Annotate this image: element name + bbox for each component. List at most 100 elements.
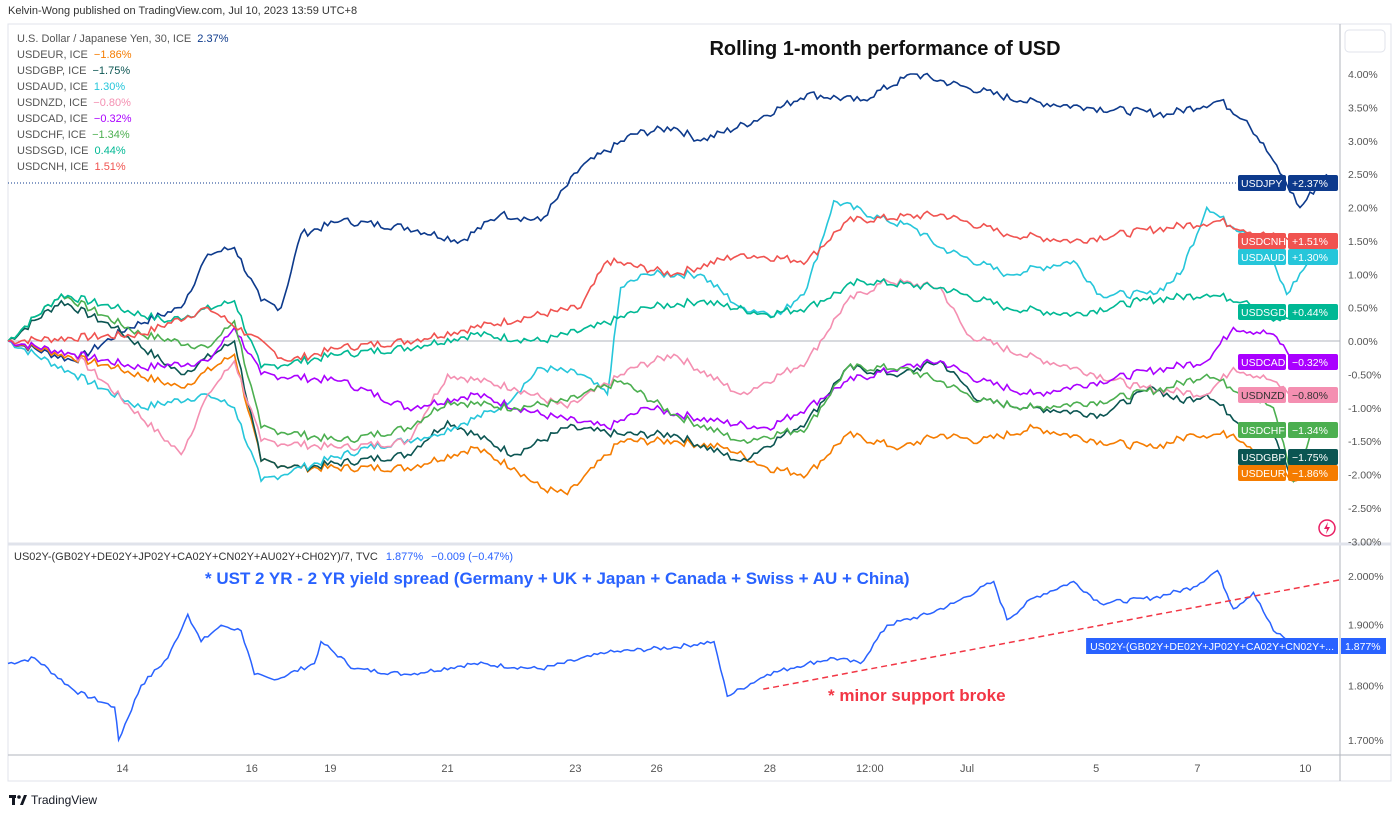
spread-tag-label: US02Y-(GB02Y+DE02Y+JP02Y+CA02Y+CN02Y+... xyxy=(1090,641,1334,653)
series-tag-value-bg xyxy=(1288,449,1338,465)
x-tick-label: 23 xyxy=(569,763,581,775)
legend-value: 1.30% xyxy=(94,81,125,93)
y-tick-label: 1.50% xyxy=(1348,236,1378,248)
spread-tag-label-bg xyxy=(1086,638,1338,654)
y-tick-label: -2.00% xyxy=(1348,470,1381,482)
y-tick-label: 1.00% xyxy=(1348,269,1378,281)
y-tick-label: -1.00% xyxy=(1348,403,1381,415)
logo-dot xyxy=(17,795,21,799)
series-tag-name-bg xyxy=(1238,233,1286,249)
y-tick-label: -3.00% xyxy=(1348,536,1381,548)
y-tick-label: -1.50% xyxy=(1348,436,1381,448)
series-tag-name-bg xyxy=(1238,422,1286,438)
legend-label: USDAUD, ICE xyxy=(17,81,88,93)
series-tag-value: −1.75% xyxy=(1292,452,1328,464)
series-tag-name-bg xyxy=(1238,304,1286,320)
series-tag-name-bg xyxy=(1238,249,1286,265)
y-tick-label: -0.50% xyxy=(1348,369,1381,381)
y-tick-label: -2.50% xyxy=(1348,503,1381,515)
legend-label: USDEUR, ICE xyxy=(17,49,88,61)
series-line-usdcnh xyxy=(7,210,1301,362)
series-tag-value: −0.80% xyxy=(1292,390,1328,402)
y-tick-label: 1.700% xyxy=(1348,735,1384,747)
series-tag-value: −1.34% xyxy=(1292,425,1328,437)
series-tag-value: +1.30% xyxy=(1292,252,1328,264)
main-series xyxy=(7,72,1328,496)
series-tag-value-bg xyxy=(1288,249,1338,265)
main-legend: U.S. Dollar / Japanese Yen, 30, ICE 2.37%… xyxy=(17,33,229,173)
spread-title: * UST 2 YR - 2 YR yield spread (Germany … xyxy=(205,569,910,588)
legend-value: 0.44% xyxy=(95,145,126,157)
series-tag-value-bg xyxy=(1288,387,1338,403)
y-tick-label: 1.900% xyxy=(1348,620,1384,632)
x-tick-label: 7 xyxy=(1194,763,1200,775)
series-tag-name: USDEUR xyxy=(1241,468,1286,480)
series-tag-name-bg xyxy=(1238,449,1286,465)
series-line-usdeur xyxy=(7,340,1314,496)
y-tick-label: 3.50% xyxy=(1348,102,1378,114)
spread-legend-change: −0.009 (−0.47%) xyxy=(431,551,513,563)
x-tick-label: 16 xyxy=(246,763,258,775)
legend-label: U.S. Dollar / Japanese Yen, 30, ICE xyxy=(17,33,191,45)
series-tag-value: +2.37% xyxy=(1292,178,1328,190)
spread-price-axis[interactable]: 2.000% 1.900% 1.800% 1.700% xyxy=(1348,571,1384,747)
series-tag-name-bg xyxy=(1238,387,1286,403)
series-tag-value-bg xyxy=(1288,422,1338,438)
logo-stem xyxy=(12,795,15,805)
logo-slash xyxy=(20,795,27,805)
x-tick-label: Jul xyxy=(960,763,974,775)
main-price-axis[interactable]: 4.00% 3.50% 3.00% 2.50% 2.00% 1.50% 1.00% 0.50%… xyxy=(1348,69,1381,548)
x-tick-label: 14 xyxy=(116,763,128,775)
series-tag-name: USDCNH xyxy=(1241,236,1286,248)
lightning-icon[interactable] xyxy=(1318,519,1336,537)
series-tag-value: +0.44% xyxy=(1292,307,1328,319)
x-tick-label: 19 xyxy=(324,763,336,775)
series-tag-name: USDCHF xyxy=(1241,425,1285,437)
series-tag-name-bg xyxy=(1238,465,1286,481)
time-axis[interactable]: 14 16 19 21 23 26 28 12:00 Jul 5 7 10 xyxy=(116,763,1311,775)
series-tag-name: USDNZD xyxy=(1241,390,1285,402)
footer-brand[interactable]: TradingView xyxy=(31,793,97,807)
chart-settings-button[interactable] xyxy=(1344,29,1386,53)
y-tick-label: 4.00% xyxy=(1348,69,1378,81)
legend-label: USDNZD, ICE xyxy=(17,97,87,109)
series-tag-name: USDGBP xyxy=(1241,452,1285,464)
series-line-usdchf xyxy=(7,292,1315,484)
series-tag-name: USDSGD xyxy=(1241,307,1286,319)
y-tick-label: 0.50% xyxy=(1348,303,1378,315)
chart-frame xyxy=(7,23,1392,782)
spread-tag-value: 1.877% xyxy=(1345,641,1381,653)
y-tick-label: 2.00% xyxy=(1348,203,1378,215)
series-tag-value-bg xyxy=(1288,354,1338,370)
legend-label: USDGBP, ICE xyxy=(17,65,87,77)
x-tick-label: 5 xyxy=(1093,763,1099,775)
legend-value: −1.75% xyxy=(93,65,131,77)
series-tag-value: +1.51% xyxy=(1292,236,1328,248)
series-tags: USDJPY +2.37% USDEUR −1.86% USDGBP −1.75% USDA… xyxy=(1238,175,1338,481)
series-line-usdgbp xyxy=(7,299,1314,483)
legend-value: −0.32% xyxy=(94,113,132,125)
series-line-usdsgd xyxy=(7,277,1314,370)
support-trendline xyxy=(763,579,1341,690)
chart-title: Rolling 1-month performance of USD xyxy=(709,38,1060,60)
series-tag-name-bg xyxy=(1238,354,1286,370)
y-tick-label: 1.800% xyxy=(1348,680,1384,692)
y-tick-label: 2.50% xyxy=(1348,169,1378,181)
series-tag-value: −0.32% xyxy=(1292,357,1328,369)
spread-tag-value-bg xyxy=(1341,638,1386,654)
series-tag-value-bg xyxy=(1288,233,1338,249)
legend-value: −1.86% xyxy=(94,49,132,61)
series-tag-name: USDAUD xyxy=(1241,252,1286,264)
series-tag-name-bg xyxy=(1238,175,1286,191)
series-line-usdaud xyxy=(7,199,1314,483)
legend-value: 2.37% xyxy=(197,33,228,45)
spread-line xyxy=(7,569,1294,743)
y-tick-label: 3.00% xyxy=(1348,136,1378,148)
series-line-usdjpy xyxy=(7,72,1328,364)
x-tick-label: 10 xyxy=(1299,763,1311,775)
spread-legend-value: 1.877% xyxy=(386,551,424,563)
tradingview-logo-icon[interactable] xyxy=(9,795,27,805)
series-tag-value-bg xyxy=(1288,465,1338,481)
